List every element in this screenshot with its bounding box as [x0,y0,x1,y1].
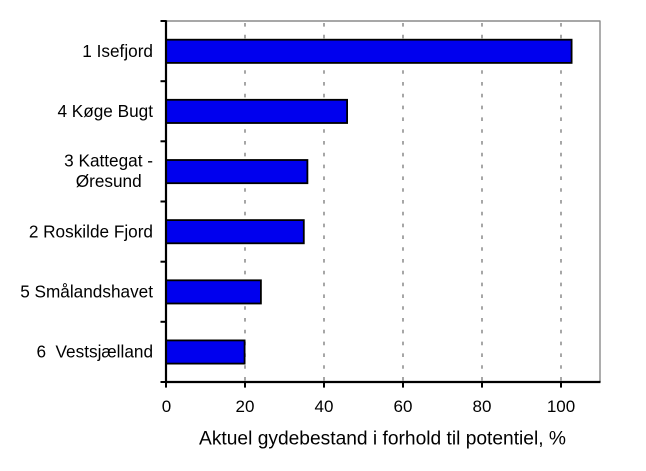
svg-text:2 Roskilde Fjord: 2 Roskilde Fjord [29,221,153,241]
svg-text:6 Vestsjælland: 6 Vestsjælland [36,342,153,362]
svg-text:0: 0 [162,397,171,416]
svg-text:5 Smålandshavet: 5 Smålandshavet [20,282,153,302]
svg-text:20: 20 [236,397,255,416]
svg-text:100: 100 [547,397,575,416]
svg-text:Øresund: Øresund [76,171,142,191]
svg-text:Aktuel gydebestand i forhold t: Aktuel gydebestand i forhold til potenti… [199,428,566,449]
svg-text:60: 60 [394,397,413,416]
svg-text:4 Køge Bugt: 4 Køge Bugt [57,101,153,121]
svg-text:3 Kattegat -: 3 Kattegat - [64,151,153,171]
svg-text:1 Isefjord: 1 Isefjord [82,41,153,61]
svg-text:80: 80 [473,397,492,416]
svg-text:40: 40 [315,397,334,416]
